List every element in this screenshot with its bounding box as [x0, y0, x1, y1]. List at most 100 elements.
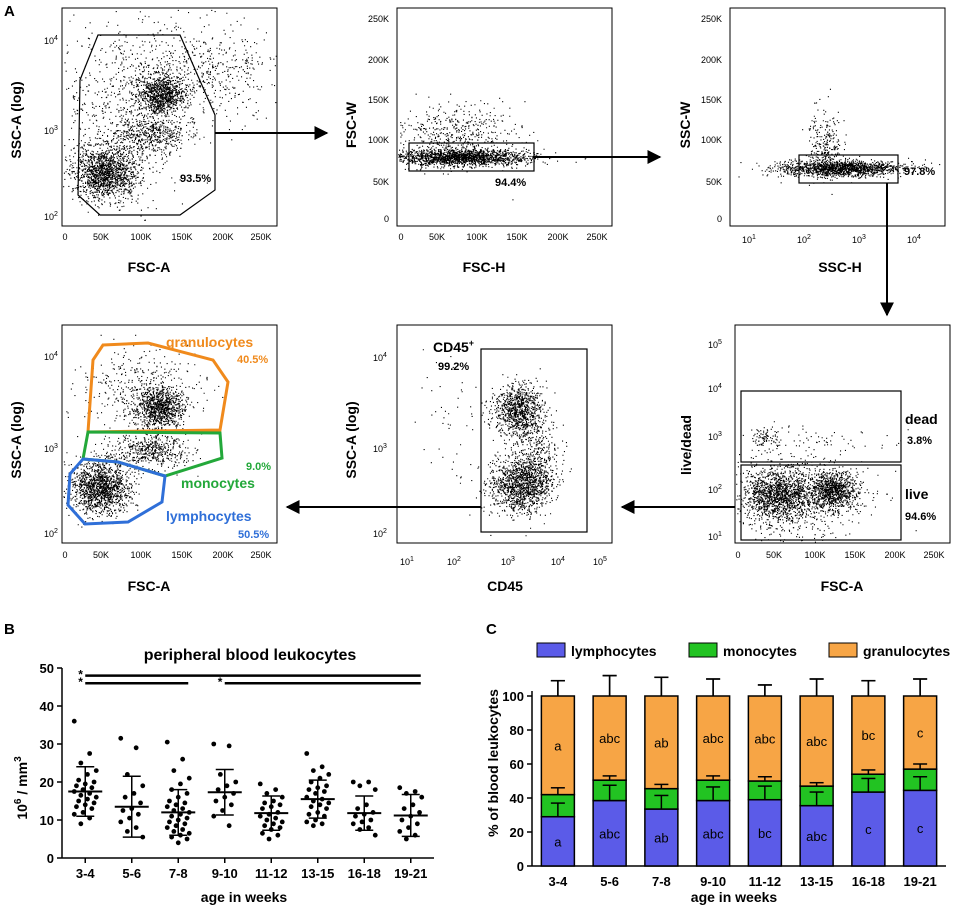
data-point [397, 829, 403, 834]
data-point [260, 830, 265, 836]
lymphocyte-gate [66, 457, 167, 526]
x-tick: 250K [586, 232, 607, 242]
data-point [326, 772, 332, 777]
data-point [228, 802, 234, 808]
y-tick: 50K [706, 177, 722, 187]
data-point [138, 800, 143, 806]
lymphocyte-percent: 50.5% [238, 529, 269, 541]
x-ticks: 101 102 103 104 [742, 234, 921, 245]
flow-panel-6: granulocytes 40.5% 9.0% monocytes lympho… [8, 324, 278, 594]
event-dots [738, 88, 941, 195]
x-ticks: 0 50K 100K 150K 200K 250K [62, 232, 271, 242]
x-tick-label: 7-8 [169, 866, 188, 881]
data-point [215, 787, 221, 792]
y-tick-label: 40 [510, 791, 524, 806]
monocyte-label: monocytes [181, 475, 255, 491]
y-axis-label: 106 / mm3 [13, 756, 30, 820]
data-point [78, 821, 84, 827]
x-tick-label: 9-10 [700, 874, 726, 889]
x-tick-label: 13-15 [301, 866, 334, 881]
y-tick-label: 0 [47, 851, 54, 866]
x-ticks: 101 102 103 104 105 [400, 556, 607, 567]
data-point [80, 810, 86, 815]
data-point [326, 800, 332, 806]
data-point [372, 832, 378, 838]
chart-marks: ** * [61, 668, 434, 859]
significance-letter: abc [806, 734, 827, 749]
y-tick: 200K [701, 55, 722, 65]
significance-letter: bc [758, 826, 772, 841]
data-point [317, 802, 323, 808]
bar-segment-granulocytes [799, 695, 834, 787]
y-tick-exponent: 2 [54, 528, 58, 535]
y-ticks: 105 104 103 102 101 [708, 339, 722, 542]
x-tick-label: 19-21 [394, 866, 427, 881]
dead-gate [740, 390, 902, 463]
flow-panel-2: 94.4% 0 50K 100K 150K 200K 250K 250K 200… [343, 7, 613, 275]
y-axis-label: SSC-A (log) [8, 401, 24, 478]
bar-segment-lymphocytes [540, 815, 576, 867]
x-tick: 200K [212, 232, 233, 242]
monocyte-percent: 9.0% [246, 461, 271, 473]
data-point [401, 806, 407, 811]
x-tick: 50K [766, 550, 782, 560]
svg-text:105: 105 [708, 339, 722, 350]
x-tick: 0 [62, 232, 67, 242]
y-tick-label: 20 [40, 775, 54, 790]
bar-segment-lymphocytes [695, 799, 731, 867]
y-axis-label: SSC-A (log) [8, 81, 24, 158]
data-point [140, 834, 146, 840]
svg-text:103: 103 [373, 443, 387, 454]
data-point [133, 825, 139, 830]
data-point [266, 836, 272, 842]
x-ticks: 3-4 5-6 7-8 9-10 11-12 13-15 16-18 19-21 [76, 858, 427, 881]
data-point [324, 806, 329, 811]
data-point [89, 785, 95, 791]
panel-letter-a: A [4, 3, 15, 20]
data-point [184, 836, 190, 842]
y-tick: 100K [368, 135, 389, 145]
x-tick: 100K [130, 232, 151, 242]
x-tick: 50K [429, 232, 445, 242]
x-tick: 100K [130, 550, 151, 560]
data-point [175, 840, 181, 846]
y-tick-exponent: 4 [54, 35, 58, 42]
lymphocyte-label: lymphocytes [166, 508, 252, 524]
data-point [310, 768, 316, 773]
data-point [277, 802, 283, 808]
flow-panel-4: dead 3.8% live 94.6% 0 50K 100K 150K 200… [678, 324, 951, 594]
data-point [260, 806, 265, 811]
svg-text:102: 102 [797, 234, 811, 245]
x-tick-label: 11-12 [749, 874, 782, 889]
y-tick-exponent: 2 [718, 484, 722, 491]
data-point [184, 815, 190, 821]
flow-panel-3: 97.8% 101 102 103 104 250K 200K 150K 100… [677, 7, 946, 275]
significance-star: * [78, 668, 83, 682]
x-tick-label: 19-21 [904, 874, 937, 889]
data-point [171, 768, 177, 773]
y-ticks: 104 103 102 [44, 351, 58, 539]
significance-letter: c [917, 726, 924, 741]
x-tick-exponent: 1 [752, 234, 756, 241]
x-tick: 150K [171, 232, 192, 242]
y-tick: 50K [373, 177, 389, 187]
y-tick-label: 60 [510, 757, 524, 772]
svg-text:104: 104 [907, 234, 921, 245]
significance-letter: abc [754, 732, 775, 747]
data-point [76, 798, 82, 804]
data-point [118, 819, 124, 825]
data-point [357, 827, 363, 832]
y-tick-exponent: 4 [54, 351, 58, 358]
y-tick: 100K [701, 135, 722, 145]
data-point [71, 718, 77, 724]
data-point [122, 794, 128, 800]
svg-text:104: 104 [44, 35, 58, 46]
data-point [257, 813, 263, 819]
data-point [180, 756, 186, 762]
significance-letter: bc [862, 728, 876, 743]
y-tick-label: 50 [40, 661, 54, 676]
data-point [167, 798, 172, 804]
x-tick-exponent: 2 [457, 556, 461, 563]
event-dots [736, 421, 917, 543]
y-tick: 0 [384, 214, 389, 224]
